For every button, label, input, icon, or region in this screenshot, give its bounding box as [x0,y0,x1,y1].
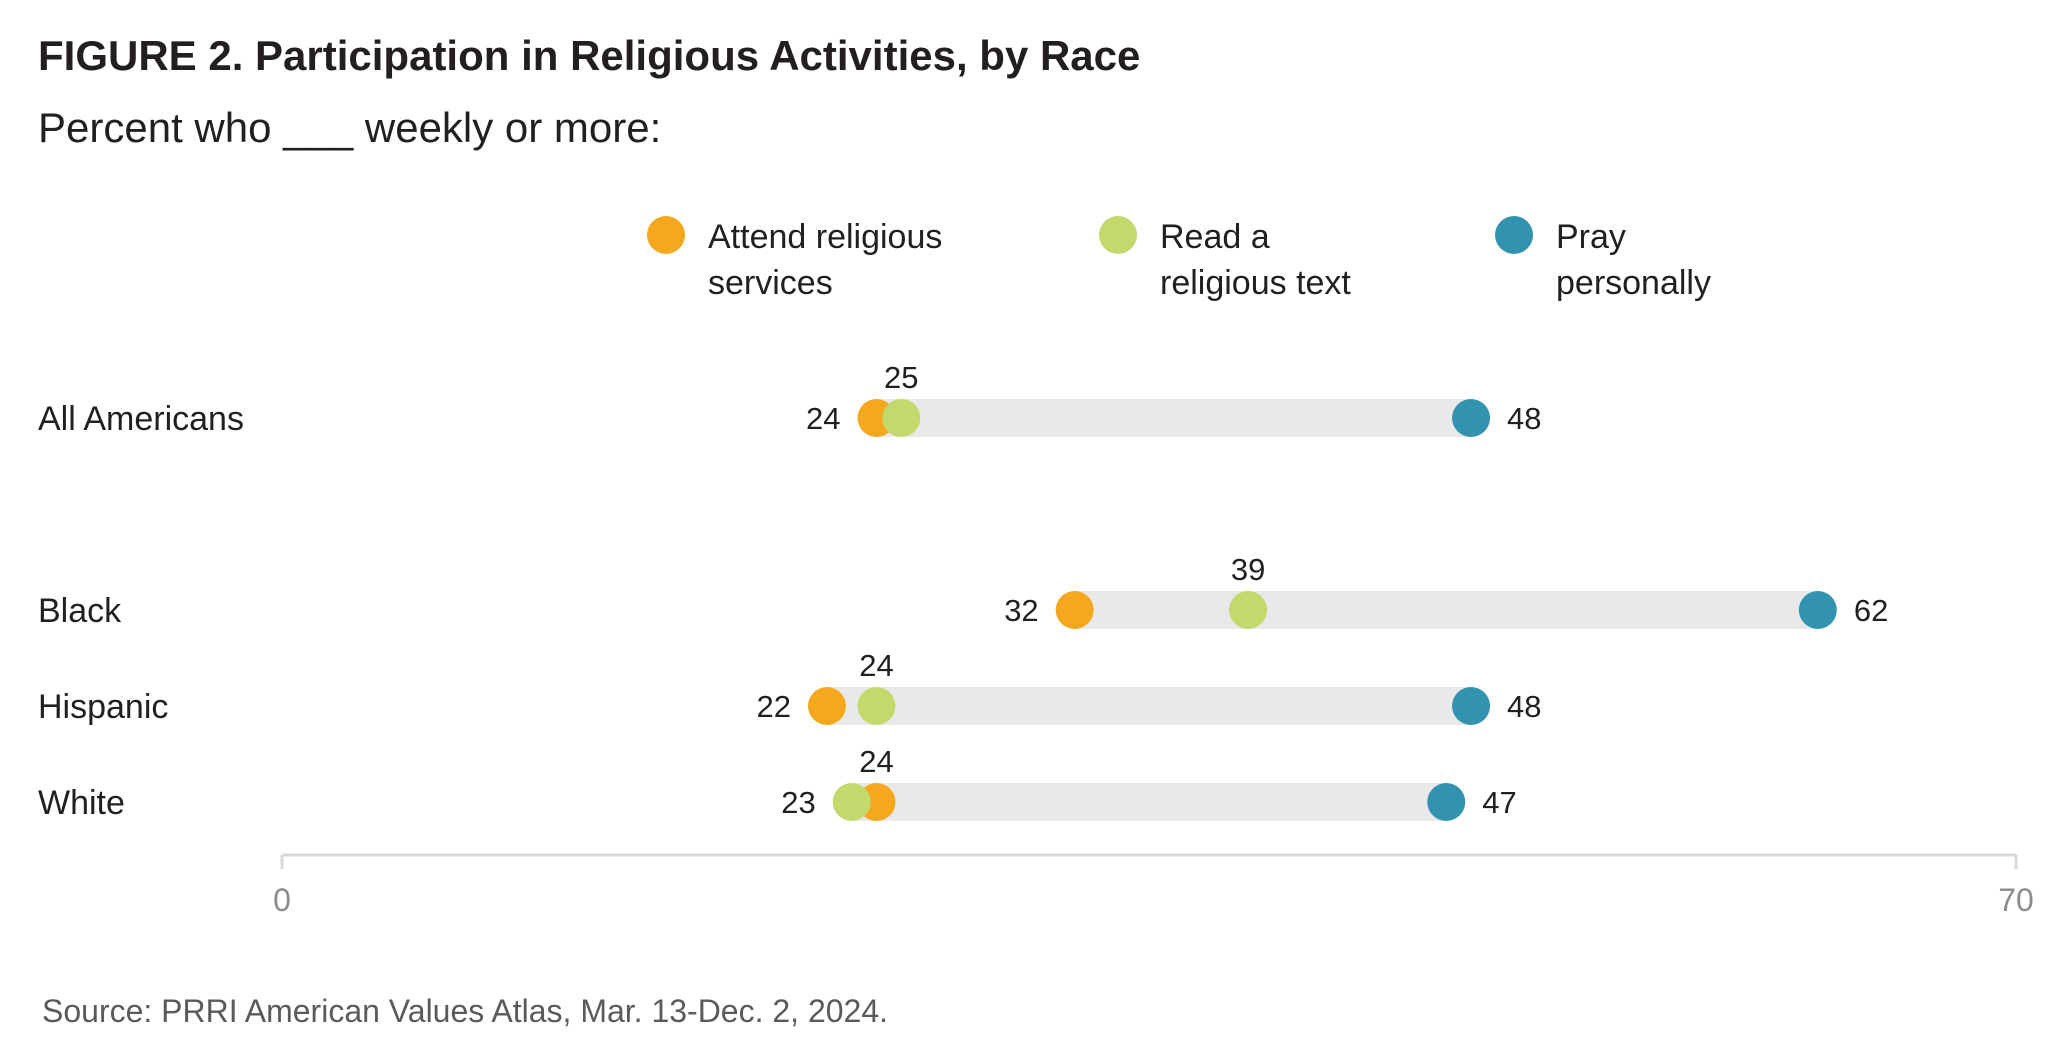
data-label-0-series-1: 25 [884,360,918,395]
data-label-0-series-0: 24 [806,401,840,436]
legend-label-1-line2: religious text [1160,264,1351,302]
category-labels: All Americans Black Hispanic White [38,400,244,822]
data-label-1-series-0: 32 [1004,593,1038,628]
range-band-0 [876,399,1472,437]
data-label-2-series-2: 48 [1507,689,1541,724]
dot-1-series-1 [1229,591,1268,629]
category-label-2: Hispanic [38,688,168,726]
dot-0-series-1 [882,399,921,437]
data-label-2-series-1: 24 [859,648,893,683]
data-label-3-series-1: 23 [781,785,815,820]
category-label-0: All Americans [38,400,244,438]
dot-1-series-2 [1798,591,1837,629]
range-band-3 [851,783,1447,821]
category-label-1: Black [38,592,122,630]
range-band-1 [1074,591,1818,629]
range-band-2 [826,687,1472,725]
data-label-1-series-2: 62 [1854,593,1888,628]
dot-0-series-2 [1452,399,1491,437]
data-label-3-series-0: 24 [859,744,893,779]
dot-2-series-2 [1452,687,1491,725]
data-label-1-series-1: 39 [1231,552,1265,587]
data-labels: 24 25 48 32 39 62 22 24 48 23 24 47 [756,360,1888,820]
data-points [807,399,1837,821]
category-label-3: White [38,784,125,822]
legend-label-1-line1: Read a [1160,218,1270,256]
x-tick-label-1: 70 [1998,882,2034,918]
chart-title: FIGURE 2. Participation in Religious Act… [38,32,1140,79]
legend-label-2-line2: personally [1556,264,1711,302]
x-tick-label-0: 0 [273,882,291,918]
legend-label-0-line2: services [708,264,833,302]
data-label-3-series-2: 47 [1482,785,1516,820]
legend-label-0-line1: Attend religious [708,218,942,256]
x-axis: 0 70 [273,853,2034,918]
chart-subtitle: Percent who ___ weekly or more: [38,104,661,151]
range-bands [826,399,1818,821]
source-note: Source: PRRI American Values Atlas, Mar.… [42,993,888,1029]
dot-2-series-1 [857,687,896,725]
dot-3-series-2 [1427,783,1466,821]
data-label-0-series-2: 48 [1507,401,1541,436]
dot-1-series-0 [1055,591,1094,629]
legend-marker-1 [1099,216,1137,254]
data-label-2-series-0: 22 [756,689,790,724]
legend-marker-2 [1495,216,1533,254]
legend-label-2-line1: Pray [1556,218,1626,256]
legend: Attend religious services Read a religious … [647,216,1711,302]
dot-2-series-0 [807,687,846,725]
legend-marker-0 [647,216,685,254]
dot-3-series-1 [832,783,871,821]
